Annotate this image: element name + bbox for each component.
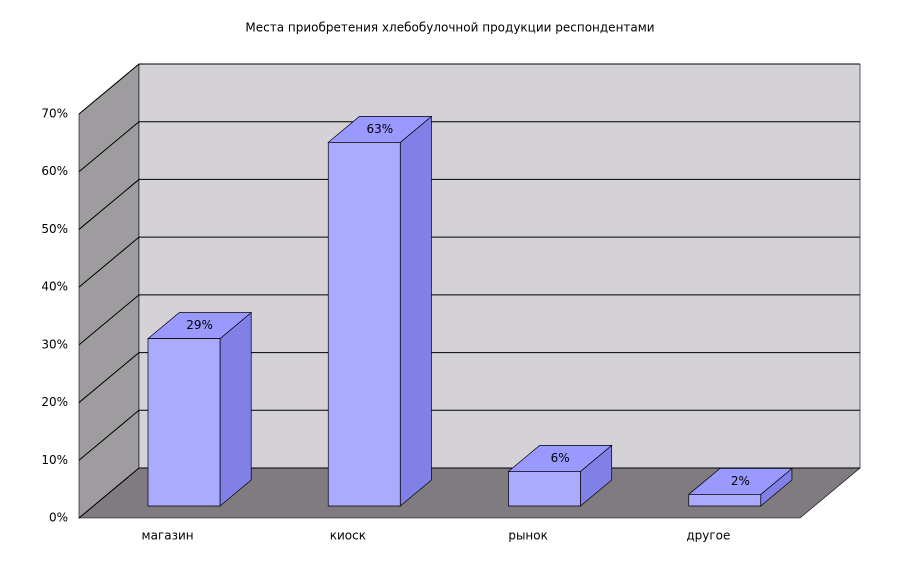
x-tick-label: киоск (330, 529, 366, 543)
value-label: 63% (367, 122, 394, 136)
y-tick-label: 0% (49, 511, 68, 525)
y-tick-label: 40% (41, 280, 68, 294)
grid-line (78, 178, 860, 230)
y-tick-label: 20% (41, 395, 68, 409)
y-tick-label: 70% (41, 107, 68, 121)
bar-side (399, 115, 432, 507)
chart-title: Места приобретения хлебобулочной продукц… (245, 21, 654, 35)
y-tick-label: 50% (41, 222, 68, 236)
y-tick-label: 10% (41, 453, 68, 467)
grid-line (78, 294, 860, 346)
grid-line (78, 121, 860, 173)
y-tick-label: 30% (41, 337, 68, 351)
left-wall (78, 63, 140, 519)
grid-line (78, 63, 860, 115)
grid-line (78, 236, 860, 288)
x-tick-label: рынок (508, 529, 548, 543)
grid-line (78, 352, 860, 403)
bar (327, 142, 401, 507)
x-tick-label: магазин (142, 529, 194, 543)
grid-line (78, 409, 860, 461)
y-tick-label: 60% (41, 164, 68, 178)
bar-side (219, 311, 252, 507)
bar (147, 338, 221, 507)
grid-line (78, 467, 860, 519)
value-label: 29% (186, 318, 213, 332)
value-label: 6% (551, 451, 570, 465)
x-tick-label: другое (686, 529, 730, 543)
bar (508, 471, 581, 507)
value-label: 2% (731, 474, 750, 488)
bar (688, 494, 762, 507)
